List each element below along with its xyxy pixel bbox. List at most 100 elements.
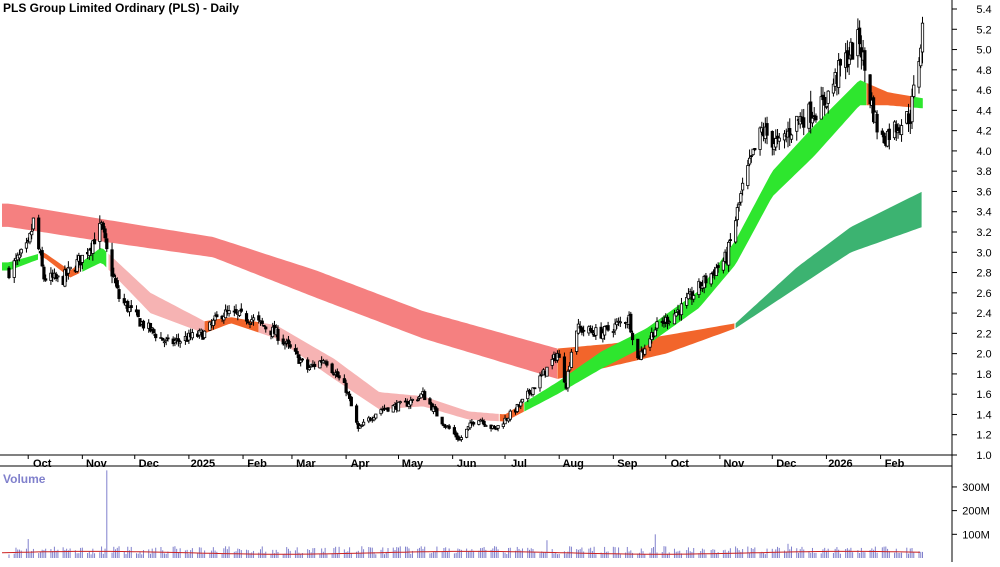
candle-body: [307, 367, 312, 371]
x-tick-label: Feb: [885, 458, 905, 470]
candle-body: [374, 413, 378, 419]
candle-body: [110, 249, 114, 277]
candle-body: [569, 351, 574, 368]
candle-body: [699, 281, 703, 289]
candle-body: [190, 332, 194, 339]
candle-body: [257, 315, 261, 321]
candle-body: [344, 382, 348, 393]
candle-body: [223, 309, 228, 319]
candle-body: [472, 422, 476, 425]
long-ribbon-downtrend: [2, 203, 557, 379]
candle-body: [887, 128, 891, 140]
candle-body: [152, 329, 156, 333]
candle-body: [239, 308, 243, 312]
candle-body: [386, 407, 390, 412]
candle-body: [826, 90, 830, 104]
x-tick-label: Oct: [33, 458, 52, 470]
candle-body: [653, 329, 657, 337]
candle-body: [154, 334, 158, 339]
candle-body: [347, 393, 352, 399]
candle-body: [863, 50, 867, 71]
candle-body: [122, 298, 126, 304]
candle-body: [197, 329, 201, 336]
candle-body: [410, 398, 415, 401]
candle-body: [496, 425, 500, 429]
candle-body: [126, 301, 130, 312]
candle-body: [442, 424, 446, 427]
candle-body: [477, 420, 481, 425]
candle-body: [880, 130, 884, 135]
candle-body: [667, 321, 671, 323]
x-tick-label: Oct: [671, 458, 690, 470]
candle-body: [648, 338, 652, 348]
candle-body: [342, 378, 346, 384]
candle-body: [709, 273, 713, 285]
candle-body: [349, 396, 353, 407]
candle-body: [674, 312, 678, 317]
candle-body: [164, 338, 168, 341]
short-ribbon-up-4: [913, 96, 923, 109]
y-tick-label: 4.2: [976, 126, 991, 138]
candle-body: [24, 242, 29, 249]
candle-body: [568, 365, 572, 371]
y-tick-label: 1.2: [976, 430, 991, 442]
candle-body: [611, 331, 615, 333]
candle-body: [293, 348, 298, 352]
candle-body: [299, 359, 303, 363]
candle-body: [590, 330, 594, 334]
candle-body: [737, 202, 741, 205]
candle-body: [372, 416, 376, 421]
candle-body: [423, 391, 427, 401]
candle-body: [714, 267, 718, 276]
candle-body: [136, 309, 140, 318]
candle-body: [868, 74, 872, 105]
candle-body: [482, 420, 486, 426]
candle-body: [17, 254, 22, 259]
candle-body: [447, 425, 451, 429]
candle-body: [721, 260, 725, 271]
candle-body: [819, 96, 823, 120]
x-tick-label: Jun: [457, 458, 477, 470]
candle-body: [727, 241, 731, 266]
y-tick-label: 1.6: [976, 389, 991, 401]
candle-body: [618, 321, 622, 324]
candle-body: [480, 419, 484, 422]
candle-body: [665, 316, 670, 325]
candle-body: [150, 327, 154, 330]
candle-body: [492, 426, 497, 429]
candle-body: [435, 408, 439, 417]
candle-body: [831, 83, 836, 94]
volume-label: Volume: [3, 472, 46, 486]
candle-body: [199, 329, 203, 333]
candle-body: [728, 239, 732, 242]
candle-body: [176, 338, 181, 342]
y-tick-label: 5.0: [976, 45, 991, 57]
candle-body: [419, 393, 423, 399]
candle-body: [101, 222, 105, 230]
x-tick-label: Jul: [511, 458, 527, 470]
candle-body: [358, 425, 362, 429]
candle-body: [454, 432, 458, 438]
y-tick-label: 1.0: [976, 450, 991, 462]
candle-body: [789, 134, 794, 140]
x-tick-label: Aug: [562, 458, 583, 470]
candle-body: [751, 148, 755, 156]
x-tick-label: Apr: [351, 458, 371, 470]
y-tick-label: 4.0: [976, 146, 991, 158]
candle-body: [847, 58, 851, 65]
candle-body: [162, 341, 167, 344]
candle-body: [919, 47, 923, 67]
candle-body: [636, 338, 640, 359]
candle-body: [753, 147, 757, 151]
candle-body: [824, 105, 829, 108]
candle-body: [601, 332, 605, 340]
candle-body: [589, 328, 593, 332]
candle-body: [747, 157, 752, 165]
candle-body: [262, 324, 266, 327]
candle-body: [31, 217, 36, 230]
candle-body: [782, 133, 787, 141]
candle-body: [44, 278, 48, 281]
